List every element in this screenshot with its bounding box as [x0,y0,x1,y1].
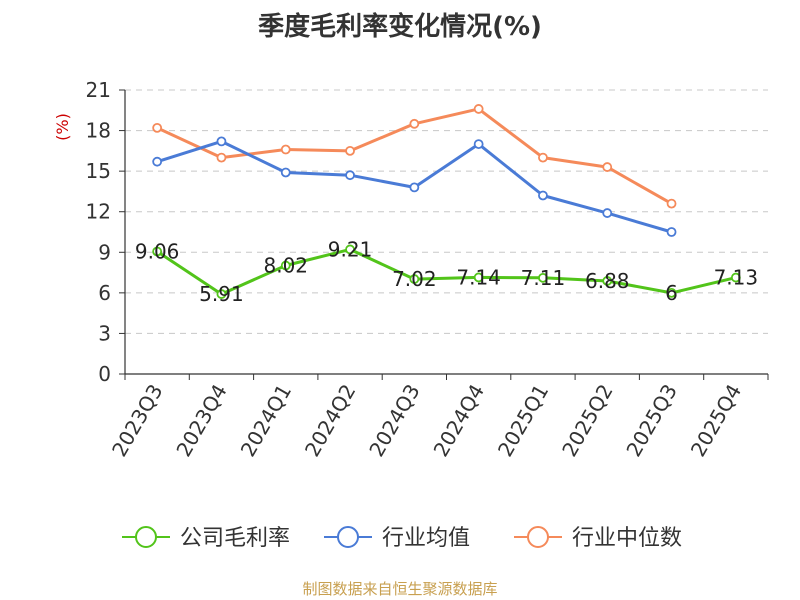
data-point [602,208,613,218]
legend-marker [337,526,359,548]
data-label: 9.06 [135,239,180,263]
data-label: 6 [665,281,678,305]
x-tick-label: 2024Q2 [300,380,360,461]
series-line [156,247,737,296]
x-tick-label: 2024Q4 [429,380,489,461]
data-label: 5.91 [199,282,244,306]
y-tick-label: 15 [86,159,111,183]
data-label: 7.02 [392,267,437,291]
data-point [280,144,291,155]
data-point [538,272,548,283]
data-point [216,289,227,299]
x-tick-label: 2023Q3 [107,380,167,461]
y-tick-label: 12 [86,200,111,224]
data-point [473,139,484,149]
legend-label: 行业中位数 [572,526,682,551]
data-point [152,156,163,167]
data-point [602,162,613,172]
data-label: 7.13 [714,266,759,290]
data-point [538,190,548,201]
legend: 公司毛利率 行业均值 行业中位数 [122,526,682,551]
y-tick-label: 18 [86,119,111,143]
x-tick-label: 2025Q1 [493,380,553,461]
x-tick-label: 2025Q2 [557,380,617,461]
data-point [666,198,677,209]
series [152,104,741,299]
y-axis-label: (%) [53,113,72,141]
legend-item: 行业中位数 [514,526,682,551]
data-point [409,274,420,284]
data-label: 6.88 [585,269,630,293]
series-0 [152,244,741,299]
data-point [152,246,163,257]
y-tick-label: 9 [98,240,111,264]
series-1 [152,136,677,237]
legend-marker [527,526,549,548]
data-point [730,272,741,283]
y-tick-label: 6 [98,281,111,305]
x-tick-label: 2025Q3 [621,380,681,461]
data-point [280,167,291,178]
data-point [345,170,355,181]
data-label: 7.11 [521,266,566,290]
data-point [409,182,420,193]
data-point [216,152,227,163]
data-point [345,244,355,255]
data-point [473,104,484,114]
y-tick-label: 0 [98,362,111,386]
legend-label: 行业均值 [382,526,470,551]
legend-item: 公司毛利率 [122,526,290,551]
legend-label: 公司毛利率 [180,526,290,551]
x-tick-label: 2024Q3 [364,380,424,461]
series-2 [152,104,677,209]
source-note: 制图数据来自恒生聚源数据库 [302,580,498,598]
legend-item: 行业均值 [324,526,470,551]
y-tick-label: 21 [86,78,111,102]
data-point [152,122,163,133]
data-label: 8.02 [263,254,308,278]
data-point [216,136,227,147]
data-point [538,152,548,163]
data-point [345,145,355,156]
data-label: 9.21 [328,237,373,261]
grid-lines [125,89,768,334]
data-label: 7.14 [456,265,501,289]
x-tick-label: 2025Q4 [686,380,746,461]
data-point [602,276,613,286]
chart-title: 季度毛利率变化情况(%) [258,12,542,42]
data-labels: 9.06 5.91 8.02 9.21 7.02 7.14 7.11 6.88 6 7.13 [135,237,758,306]
data-point [409,118,420,129]
x-tick-label: 2023Q4 [171,380,231,461]
data-point [280,260,291,271]
legend-marker [135,526,157,548]
data-point [666,227,677,237]
data-point [666,287,677,298]
x-tick-label: 2024Q1 [236,380,296,461]
data-point [473,272,484,283]
y-tick-label: 3 [98,321,111,345]
